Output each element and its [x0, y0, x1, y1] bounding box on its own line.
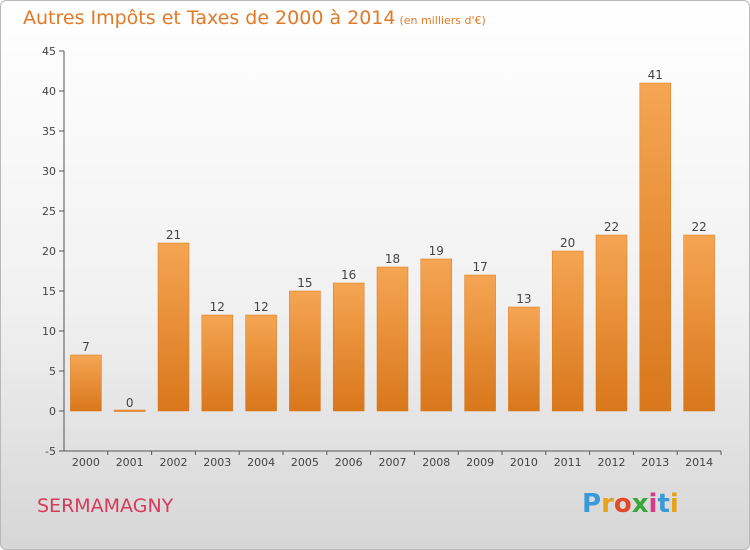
chart-axes: -5 0 5 10 15 20 25 30 35 40 45 [42, 45, 722, 458]
x-tick-label: 2005 [291, 456, 319, 469]
x-tick-label: 2008 [422, 456, 450, 469]
chart-title: Autres Impôts et Taxes de 2000 à 2014 (en… [23, 7, 486, 29]
y-tick-label: -5 [45, 445, 56, 458]
chart-title-main: Autres Impôts et Taxes de 2000 à 2014 [23, 7, 396, 29]
data-label-2009: 17 [472, 260, 487, 274]
data-label-2014: 22 [691, 220, 706, 234]
data-label-2004: 12 [253, 300, 268, 314]
chart-bars [70, 82, 715, 412]
x-tick-label: 2014 [685, 456, 713, 469]
x-tick-label: 2009 [466, 456, 494, 469]
bar-2006 [332, 282, 365, 412]
logo-letter: t [657, 489, 670, 519]
bar-2011 [551, 250, 584, 412]
data-label-2010: 13 [516, 292, 531, 306]
y-tick-label: 15 [42, 285, 56, 298]
bar-2009 [464, 274, 496, 412]
x-tick-label: 2012 [598, 456, 626, 469]
logo-letter: P [582, 489, 602, 519]
bar-2010 [508, 306, 540, 412]
x-tick-label: 2002 [160, 456, 188, 469]
data-label-2008: 19 [429, 244, 444, 258]
logo-letter: i [648, 489, 658, 519]
x-tick-label: 2006 [335, 456, 363, 469]
x-tick-label: 2010 [510, 456, 538, 469]
bar-2004 [245, 314, 277, 412]
bar-2013 [639, 82, 672, 412]
y-tick-label: 0 [49, 405, 56, 418]
x-tick-label: 2007 [379, 456, 407, 469]
bar-2007 [376, 266, 409, 412]
logo-letter: x [631, 489, 649, 519]
data-label-2012: 22 [604, 220, 619, 234]
bar-2002 [157, 242, 190, 412]
logo-letter: r [601, 489, 614, 519]
y-tick-label: 35 [42, 125, 56, 138]
y-tick-label: 25 [42, 205, 56, 218]
x-tick-label: 2000 [72, 456, 100, 469]
data-label-2005: 15 [297, 276, 312, 290]
logo-letter: i [669, 489, 679, 519]
y-tick-label: 5 [49, 365, 56, 378]
y-tick-label: 30 [42, 165, 56, 178]
logo-letter: o [613, 489, 632, 519]
data-label-2000: 7 [82, 340, 90, 354]
data-label-2011: 20 [560, 236, 575, 250]
y-tick-label: 10 [42, 325, 56, 338]
x-tick-label: 2004 [247, 456, 275, 469]
data-label-2001: 0 [126, 396, 134, 410]
y-tick-label: 40 [42, 85, 56, 98]
data-label-2003: 12 [210, 300, 225, 314]
commune-name: SERMAMAGNY [37, 495, 174, 517]
x-tick-label: 2003 [203, 456, 231, 469]
chart-labels: 2000 7 2001 0 2002 21 2003 12 2004 12 2005 15 2006 16… [72, 68, 713, 469]
x-tick-label: 2013 [641, 456, 669, 469]
data-label-2006: 16 [341, 268, 356, 282]
x-tick-label: 2001 [116, 456, 144, 469]
data-label-2013: 41 [648, 68, 663, 82]
bar-2003 [201, 314, 234, 412]
data-label-2002: 21 [166, 228, 181, 242]
bar-2014 [683, 234, 715, 412]
x-tick-label: 2011 [554, 456, 582, 469]
bar-2008 [420, 258, 453, 412]
bar-2012 [595, 234, 628, 412]
y-tick-label: 20 [42, 245, 56, 258]
bar-2001 [113, 409, 146, 412]
proxiti-logo: Proxiti [582, 489, 679, 519]
data-label-2007: 18 [385, 252, 400, 266]
y-tick-label: 45 [42, 45, 56, 58]
chart-title-unit: (en milliers d'€) [399, 14, 486, 27]
bar-2005 [289, 290, 321, 412]
bar-2000 [70, 354, 102, 412]
